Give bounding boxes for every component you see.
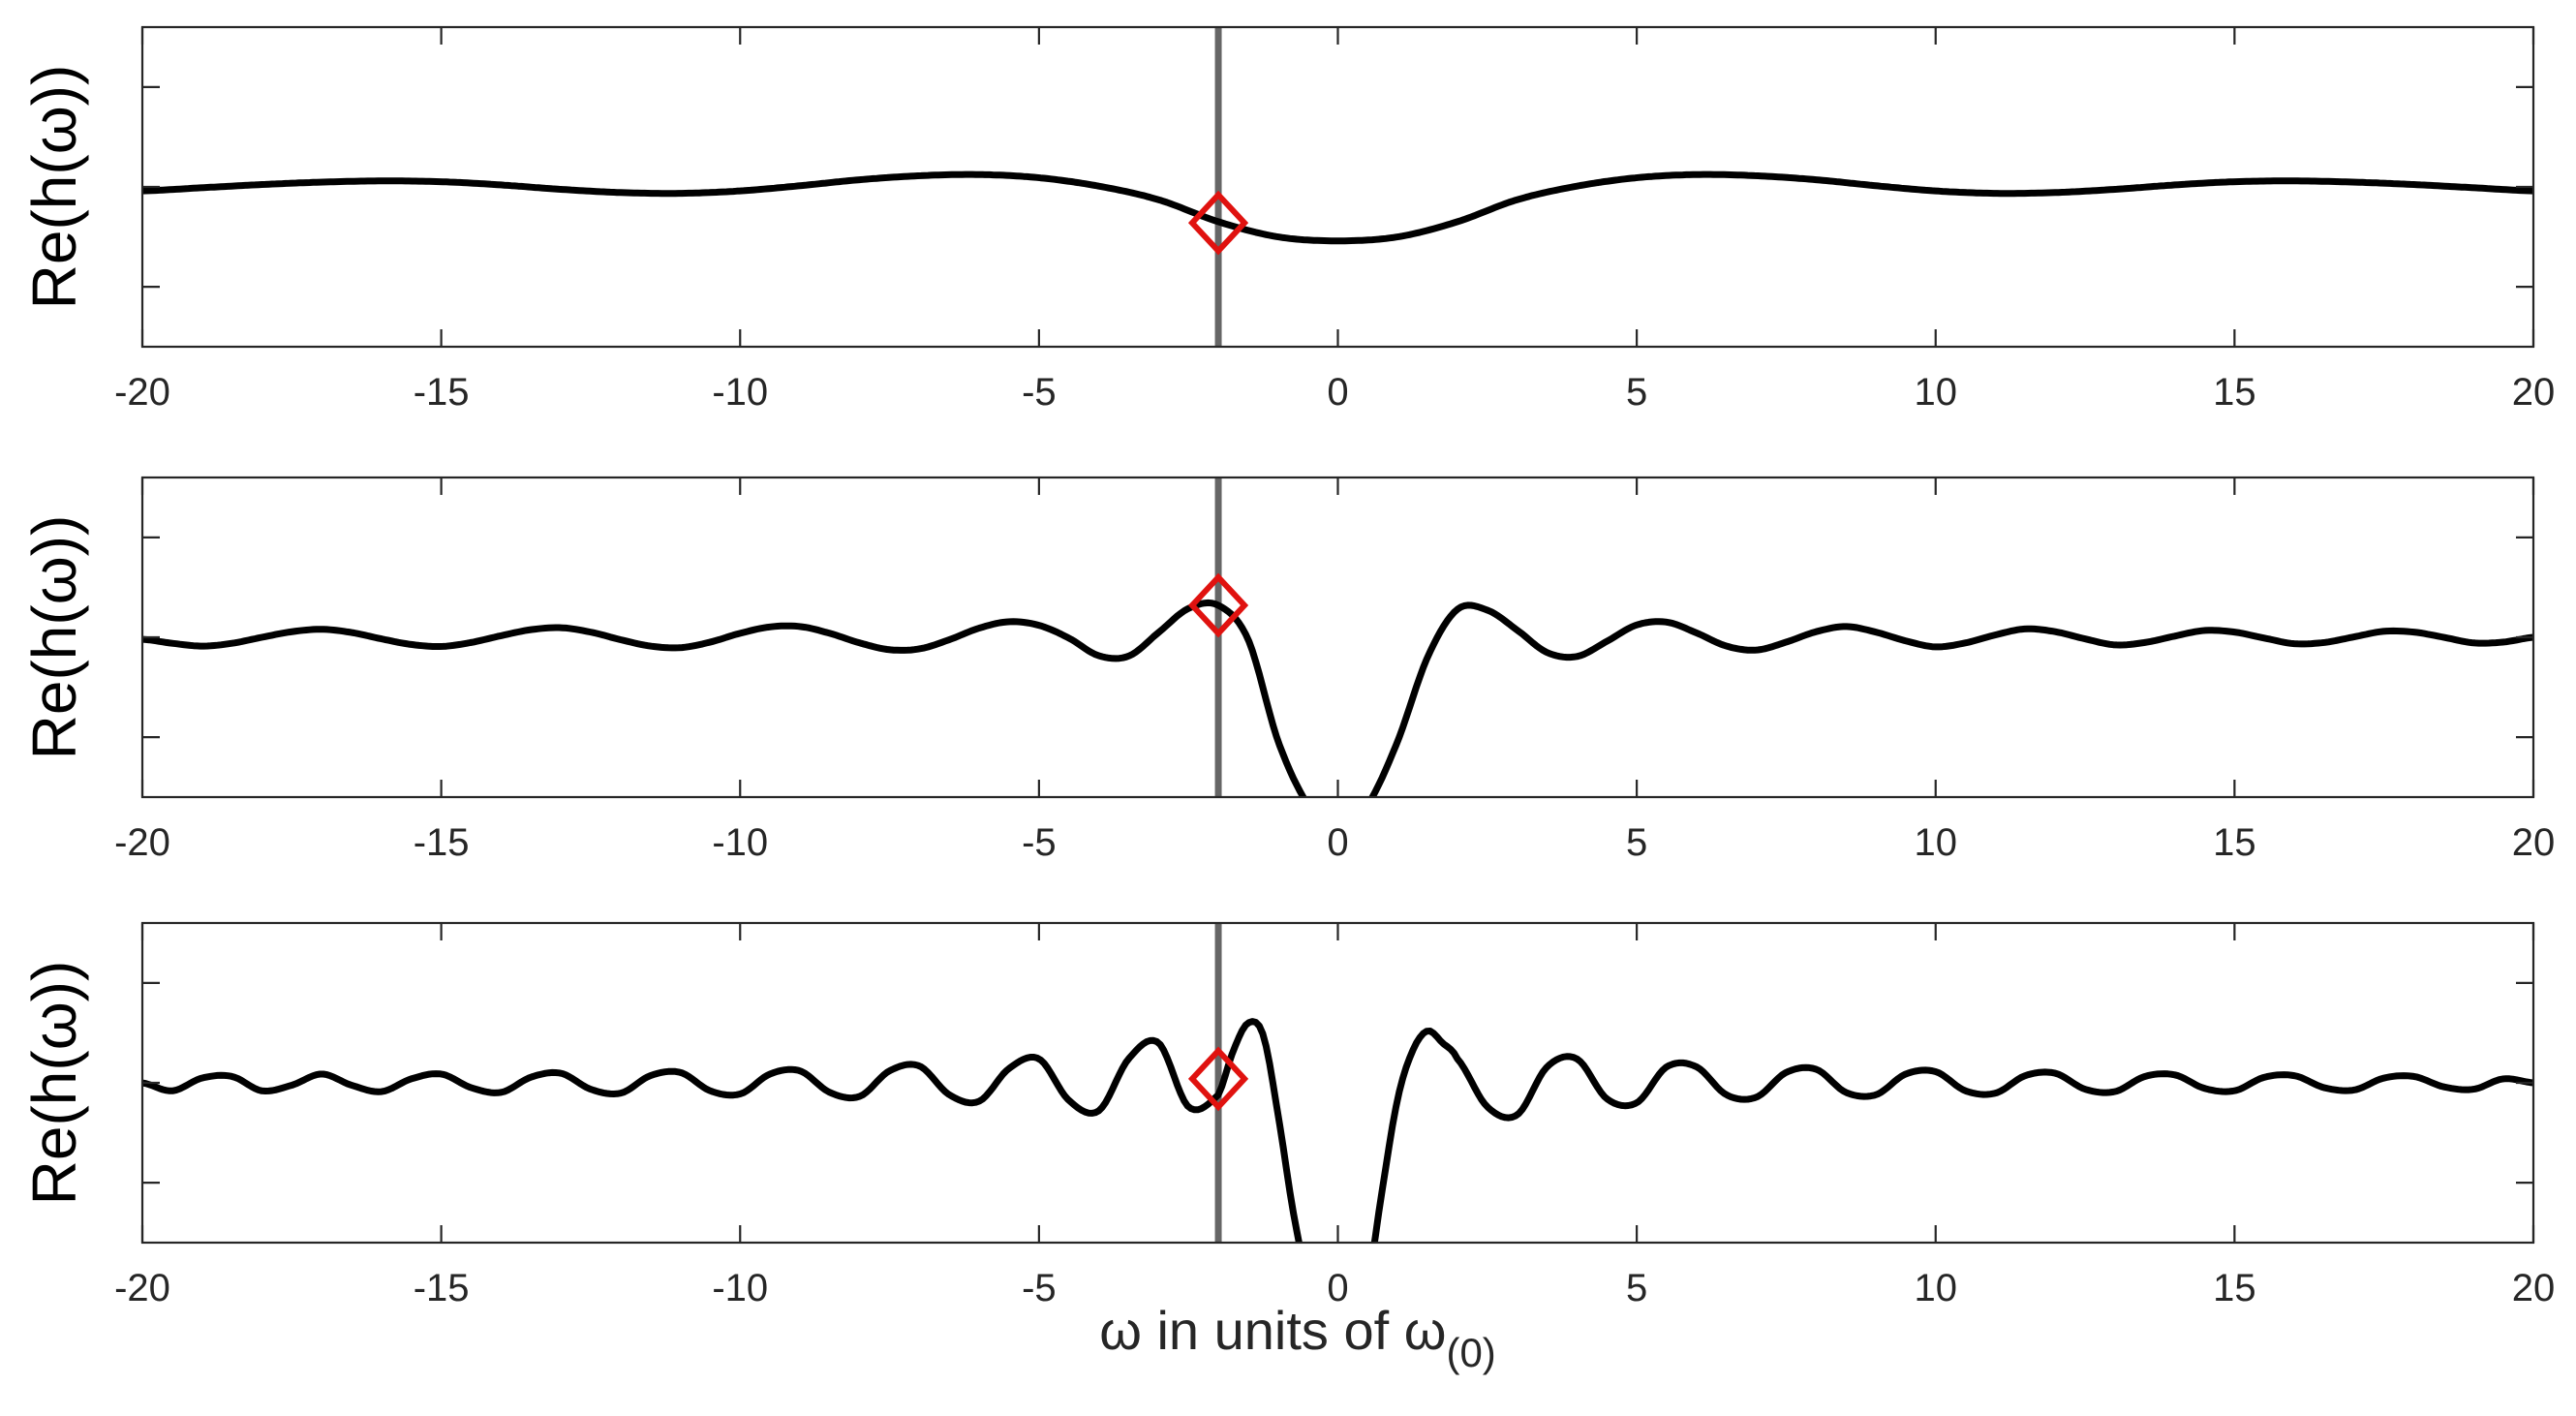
panel-bottom: -20 -15 -10 -5 0 5 10 15 20 Re(h(ω)) (19, 921, 2556, 1309)
marker-diamond (1187, 190, 1249, 256)
axes-frame (140, 921, 2535, 1245)
x-tick-label: 20 (2512, 1267, 2556, 1309)
x-tick-label: 15 (2213, 821, 2256, 864)
panel-middle: -20 -15 -10 -5 0 5 10 15 20 Re(h(ω)) (19, 476, 2556, 864)
x-tick-label: 15 (2213, 371, 2256, 414)
x-tick-label: 5 (1626, 1267, 1647, 1309)
marker-diamond (1187, 1046, 1249, 1112)
panel-top: -20 -15 -10 -5 0 5 10 15 20 Re(h(ω)) (19, 25, 2556, 414)
x-tick-label: 10 (1915, 1267, 1958, 1309)
x-tick-label: -10 (712, 371, 768, 414)
series-line (142, 170, 2533, 245)
x-tick-label: 10 (1915, 821, 1958, 864)
x-tick-label: -5 (1022, 1267, 1057, 1309)
x-tick-label: 10 (1915, 371, 1958, 414)
y-axis-label: Re(h(ω)) (19, 961, 89, 1206)
x-tick-label: 5 (1626, 371, 1647, 414)
x-tick-label: -10 (712, 821, 768, 864)
series-line (142, 599, 2533, 797)
x-tick-label: 20 (2512, 821, 2556, 864)
x-tick-label: -15 (414, 821, 470, 864)
x-tick-label: 0 (1327, 1267, 1348, 1309)
y-axis-label: Re(h(ω)) (19, 65, 89, 310)
x-tick-label: -15 (414, 1267, 470, 1309)
marker-diamond (1187, 572, 1249, 638)
x-tick-label: -5 (1022, 821, 1057, 864)
x-axis-label-main: ω in units of ω (1099, 1300, 1446, 1361)
x-tick-label: -5 (1022, 371, 1057, 414)
x-tick-label: -15 (414, 371, 470, 414)
x-tick-label: -10 (712, 1267, 768, 1309)
x-axis-label: ω in units of ω(0) (1099, 1300, 1496, 1375)
x-tick-label: -20 (114, 821, 170, 864)
y-axis-label: Re(h(ω)) (19, 515, 89, 760)
x-tick-label: -20 (114, 1267, 170, 1309)
x-tick-label: 15 (2213, 1267, 2256, 1309)
x-axis-label-subscript: (0) (1446, 1330, 1495, 1375)
x-tick-label: 0 (1327, 371, 1348, 414)
x-tick-label: 0 (1327, 821, 1348, 864)
x-tick-label: 5 (1626, 821, 1647, 864)
series-line (142, 1018, 2533, 1243)
x-tick-label: 20 (2512, 371, 2556, 414)
x-tick-label: -20 (114, 371, 170, 414)
